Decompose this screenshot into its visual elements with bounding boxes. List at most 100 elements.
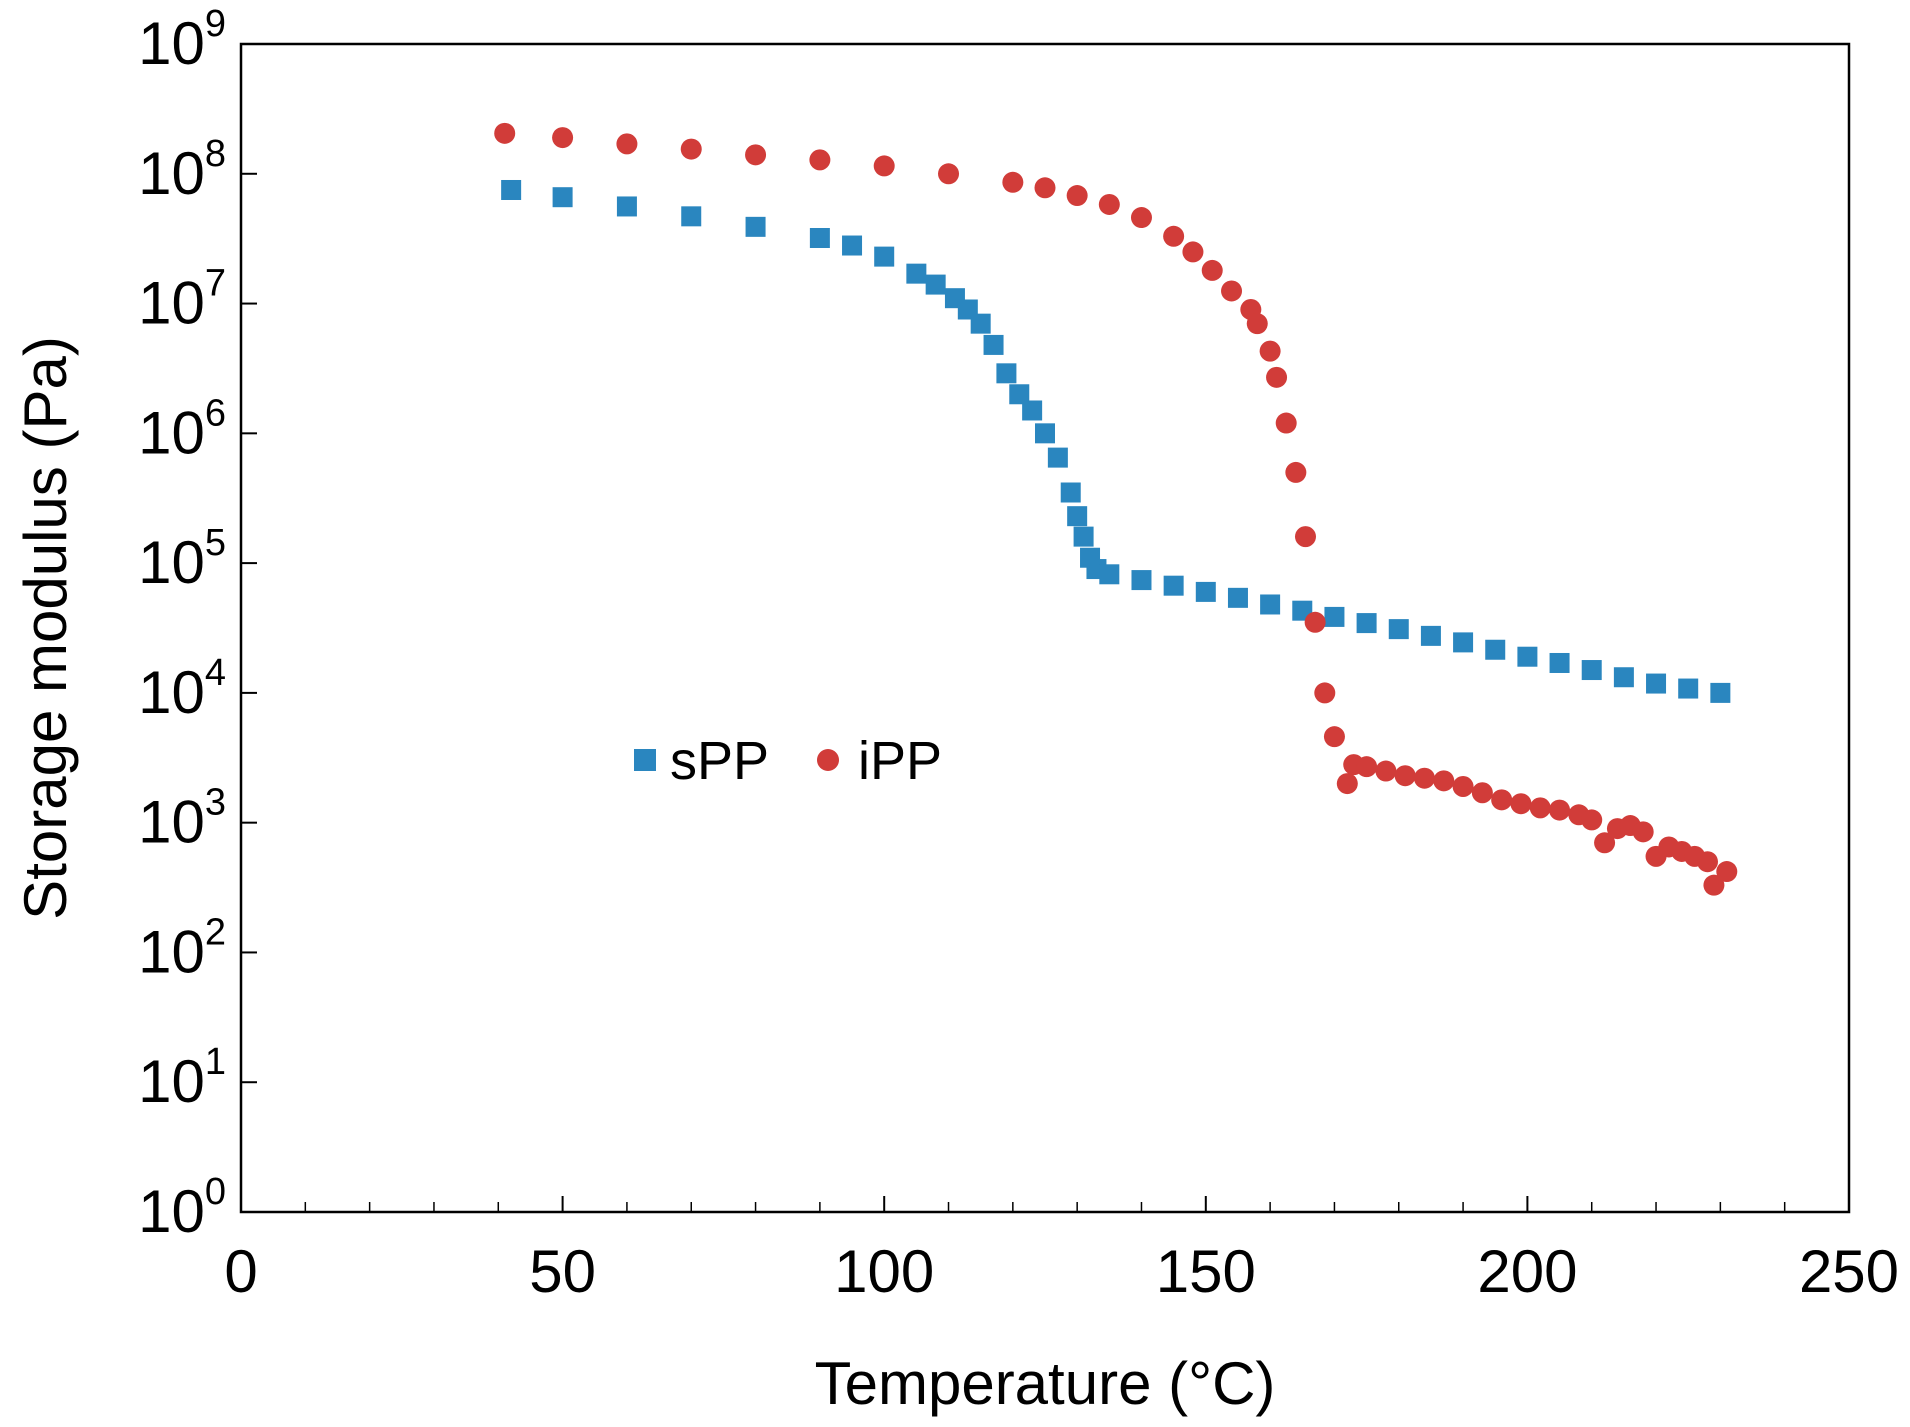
point-spp	[1517, 646, 1538, 667]
x-tick-label: 150	[1156, 1238, 1256, 1305]
point-ipp	[1323, 726, 1345, 748]
point-spp	[1163, 575, 1184, 596]
point-spp	[906, 263, 927, 284]
point-spp	[1678, 678, 1699, 699]
point-ipp	[1581, 809, 1603, 831]
y-tick-base: 10	[138, 789, 205, 856]
point-spp	[1047, 447, 1068, 468]
point-spp	[681, 206, 702, 227]
point-spp	[1581, 660, 1602, 681]
y-tick-exponent: 1	[205, 1041, 226, 1083]
y-tick-label: 103	[138, 782, 226, 856]
point-ipp	[1491, 789, 1513, 811]
x-tick-labels: 0 50 100 150 200 250	[224, 1238, 1899, 1305]
y-tick-exponent: 7	[205, 263, 226, 305]
point-spp	[1131, 570, 1152, 591]
y-tick-exponent: 8	[205, 133, 226, 175]
point-ipp	[1294, 526, 1316, 548]
point-ipp	[1413, 767, 1435, 789]
point-ipp	[1632, 821, 1654, 843]
x-tick-label: 100	[834, 1238, 934, 1305]
x-tick-label: 250	[1799, 1238, 1899, 1305]
point-ipp	[1182, 241, 1204, 263]
point-ipp	[1163, 225, 1185, 247]
point-ipp	[1246, 313, 1268, 335]
point-ipp	[1266, 366, 1288, 388]
y-tick-exponent: 0	[205, 1171, 226, 1213]
point-spp	[874, 246, 895, 267]
point-ipp	[1285, 461, 1307, 483]
y-tick-label: 102	[138, 911, 226, 985]
point-ipp	[1201, 259, 1223, 281]
point-spp	[1067, 506, 1088, 527]
point-ipp	[1130, 207, 1152, 229]
point-ipp	[1275, 412, 1297, 434]
y-tick-label: 105	[138, 522, 226, 596]
point-spp	[1710, 682, 1731, 703]
point-ipp	[745, 144, 767, 166]
axis-ticks	[240, 43, 1850, 1213]
y-tick-label: 100	[138, 1171, 226, 1245]
point-spp	[925, 274, 946, 295]
point-ipp	[1510, 793, 1532, 815]
point-ipp	[552, 127, 574, 149]
y-tick-base: 10	[138, 140, 205, 207]
y-tick-label: 108	[138, 133, 226, 207]
point-ipp	[1549, 799, 1571, 821]
point-ipp	[1098, 193, 1120, 215]
point-ipp	[1452, 775, 1474, 797]
point-ipp	[1066, 185, 1088, 207]
point-spp	[1388, 619, 1409, 640]
point-spp	[1260, 594, 1281, 615]
y-tick-base: 10	[138, 10, 205, 77]
y-tick-exponent: 9	[205, 3, 226, 45]
point-ipp	[1375, 760, 1397, 782]
point-spp	[552, 187, 573, 208]
y-tick-label: 104	[138, 652, 226, 726]
point-ipp	[938, 163, 960, 185]
x-tick-label: 50	[529, 1238, 596, 1305]
point-spp	[1420, 625, 1441, 646]
y-tick-exponent: 6	[205, 392, 226, 434]
point-spp	[1549, 652, 1570, 673]
y-tick-base: 10	[138, 529, 205, 596]
point-ipp	[616, 133, 638, 155]
point-spp	[1073, 526, 1094, 547]
y-tick-base: 10	[138, 270, 205, 337]
point-ipp	[1696, 851, 1718, 873]
point-spp	[1035, 423, 1055, 444]
y-tick-base: 10	[138, 918, 205, 985]
point-spp	[983, 334, 1004, 355]
y-tick-exponent: 2	[205, 911, 226, 953]
y-tick-label: 107	[138, 263, 226, 337]
y-tick-base: 10	[138, 1048, 205, 1115]
point-spp	[996, 363, 1017, 384]
point-spp	[842, 235, 863, 256]
y-tick-label: 101	[138, 1041, 226, 1115]
point-ipp	[1703, 874, 1725, 896]
point-spp	[1646, 673, 1667, 694]
y-tick-base: 10	[138, 1178, 205, 1245]
point-ipp	[1471, 782, 1493, 804]
point-ipp	[1221, 280, 1243, 302]
point-ipp	[1394, 765, 1416, 787]
point-ipp	[809, 149, 831, 171]
point-spp	[616, 196, 637, 217]
point-spp	[1613, 667, 1634, 688]
data-points	[494, 122, 1738, 896]
y-tick-exponent: 5	[205, 522, 226, 564]
x-tick-label: 0	[224, 1238, 257, 1305]
point-ipp	[1356, 756, 1378, 778]
y-tick-label: 106	[138, 392, 226, 466]
point-spp	[745, 216, 766, 237]
point-spp	[1060, 482, 1081, 503]
point-spp	[1099, 564, 1120, 585]
point-ipp	[1336, 773, 1358, 795]
y-tick-label: 109	[138, 3, 226, 77]
y-tick-base: 10	[138, 659, 205, 726]
point-ipp	[1259, 340, 1281, 362]
y-tick-exponent: 3	[205, 782, 226, 824]
point-spp	[1227, 587, 1248, 608]
